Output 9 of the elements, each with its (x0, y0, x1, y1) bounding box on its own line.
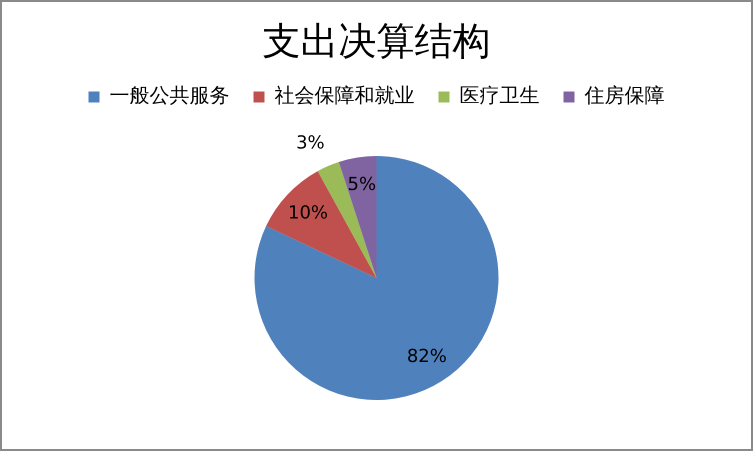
data-label: 3% (296, 132, 325, 154)
data-label: 82% (406, 346, 447, 367)
legend-label: 一般公共服务 (110, 83, 230, 108)
chart-title: 支出决算结构 (262, 18, 490, 63)
legend-label: 社会保障和就业 (274, 83, 414, 108)
legend-label: 医疗卫生 (460, 83, 540, 108)
data-label: 5% (348, 174, 376, 195)
legend-label: 住房保障 (584, 83, 664, 108)
data-label: 10% (288, 202, 328, 224)
